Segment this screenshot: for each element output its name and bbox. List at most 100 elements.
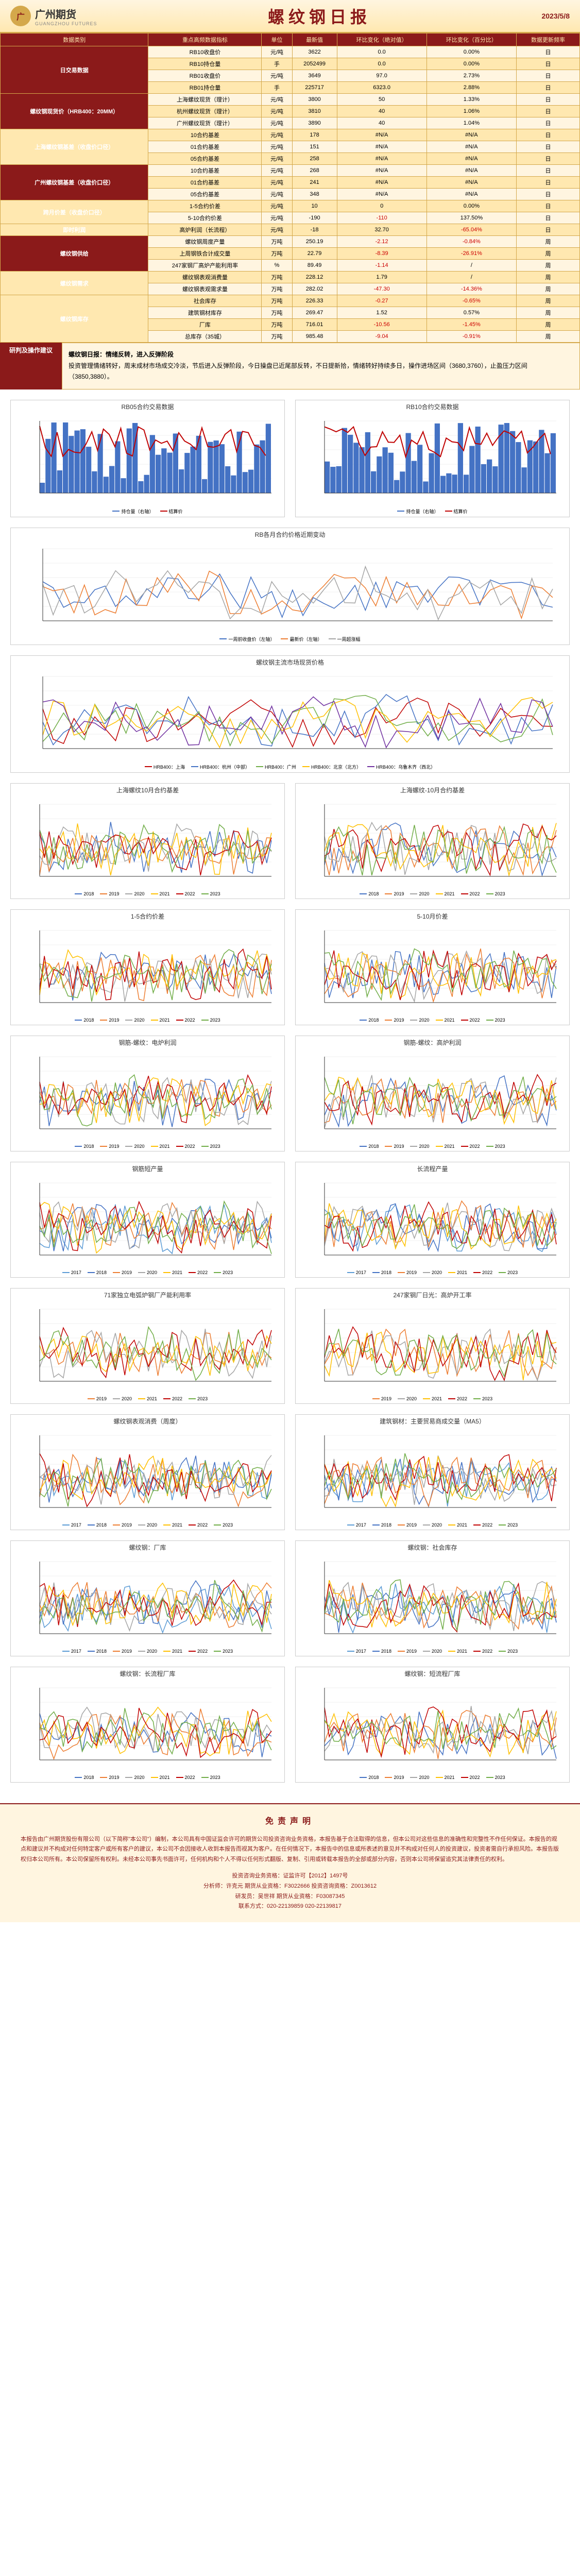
chart-box: 螺纹钢：长流程厂库 201820192020202120222023 [10, 1667, 285, 1783]
legend-item: 2020 [410, 1144, 429, 1149]
legend-label: 2021 [445, 891, 455, 896]
chart-title: 上海螺纹10月合约基差 [11, 784, 284, 796]
chart-row: 螺纹钢表观消费（周度）2017201820192020202120222023建… [10, 1414, 570, 1530]
data-cell: 周 [517, 272, 580, 283]
legend-label: 2020 [406, 1396, 417, 1401]
legend-swatch [191, 766, 198, 767]
disclaimer-box: 免责声明 本报告由广州期货股份有限公司（以下简称"本公司"）编制，本公司具有中国… [0, 1803, 580, 1922]
chart-canvas [11, 1554, 284, 1647]
legend-item: 2021 [163, 1522, 182, 1528]
chart-legend: 2017201820192020202120222023 [296, 1268, 569, 1277]
legend-swatch [423, 1398, 430, 1399]
legend-swatch [486, 893, 493, 894]
chart-row: 1-5合约价差2018201920202021202220235-10月价差20… [10, 909, 570, 1025]
table-row: 跨月价差（收盘价口径）1-5合约价差元/吨1000.00%日 [1, 200, 580, 212]
data-cell: 日 [517, 200, 580, 212]
table-row: 螺纹钢库存社会库存万吨226.33-0.27-0.65%周 [1, 295, 580, 307]
chart-canvas [11, 923, 284, 1015]
chart-title: 长流程产量 [296, 1162, 569, 1175]
legend-item: 2019 [385, 891, 404, 896]
chart-title: 螺纹钢：长流程厂库 [11, 1667, 284, 1680]
legend-item: 2017 [62, 1522, 81, 1528]
table-row: 广州螺纹钢基差（收盘价口径）10合约基差元/吨268#N/A#N/A日 [1, 165, 580, 177]
legend-swatch [360, 893, 367, 894]
legend-swatch [88, 1272, 95, 1273]
legend-label: 2018 [381, 1522, 391, 1528]
legend-item: 2019 [372, 1396, 391, 1401]
data-cell: 元/吨 [262, 117, 292, 129]
legend-item: 2022 [461, 891, 480, 896]
data-cell: 杭州螺纹现货（理计） [148, 106, 262, 117]
legend-label: 2019 [96, 1396, 107, 1401]
legend-label: 2020 [419, 1144, 429, 1149]
legend-label: 2019 [394, 1018, 404, 1023]
legend-swatch [151, 1146, 158, 1147]
data-cell: 元/吨 [262, 189, 292, 200]
data-cell: 建筑钢材库存 [148, 307, 262, 319]
chart-row: 螺纹钢：厂库2017201820192020202120222023螺纹钢：社会… [10, 1540, 570, 1656]
data-cell: 40 [337, 106, 427, 117]
legend-swatch [151, 1020, 158, 1021]
legend-item: 2019 [100, 1018, 119, 1023]
legend-label: 2022 [482, 1270, 492, 1275]
legend-label: 2020 [147, 1270, 157, 1275]
data-cell: -8.39 [337, 248, 427, 260]
data-cell: 258 [292, 153, 337, 165]
data-cell: 10 [292, 200, 337, 212]
legend-label: 2020 [134, 891, 144, 896]
legend-swatch [201, 1020, 209, 1021]
chart-canvas [296, 1428, 569, 1520]
legend-item: 2018 [360, 1018, 379, 1023]
legend-label: 2021 [160, 1775, 170, 1780]
legend-label: 2021 [172, 1270, 182, 1275]
report-date: 2023/5/8 [541, 12, 570, 20]
analyst2-text: 研发员：吴世祥 期货从业资格：F03087345 [21, 1892, 559, 1902]
chart-canvas [11, 541, 569, 634]
legend-swatch [151, 1777, 158, 1778]
legend-item: 2023 [214, 1270, 233, 1275]
chart-canvas [11, 1680, 284, 1773]
data-cell: 50 [337, 94, 427, 106]
legend-item: 2023 [189, 1396, 208, 1401]
data-cell: 周 [517, 319, 580, 331]
legend-swatch [461, 893, 468, 894]
data-cell: 周 [517, 283, 580, 295]
chart-box: 247家钢厂日光：高炉开工率20192020202120222023 [295, 1288, 570, 1404]
data-cell: -14.36% [427, 283, 516, 295]
chart-canvas [11, 1428, 284, 1520]
contact-text: 联系方式：020-22139859 020-22139817 [21, 1902, 559, 1912]
legend-label: 2020 [432, 1522, 442, 1528]
category-cell: 螺纹钢供给 [1, 236, 148, 272]
data-cell: 01合约基差 [148, 141, 262, 153]
legend-item: 2023 [201, 1144, 220, 1149]
legend-swatch [329, 638, 336, 639]
legend-swatch [75, 893, 82, 894]
legend-label: 2022 [482, 1649, 492, 1654]
chart-title: 螺纹钢：厂库 [11, 1541, 284, 1554]
advice-label: 研判及操作建议 [0, 343, 62, 389]
category-cell: 螺纹钢现货价（HRB400：20MM） [1, 94, 148, 129]
chart-row: 71家独立电弧炉钢厂产能利用率20192020202120222023247家钢… [10, 1288, 570, 1404]
legend-item: 2021 [436, 891, 455, 896]
legend-item: 2022 [189, 1270, 208, 1275]
legend-label: 2022 [197, 1270, 208, 1275]
data-cell: 22.79 [292, 248, 337, 260]
legend-swatch [448, 1398, 455, 1399]
chart-row: 钢筋短产量2017201820192020202120222023长流程产量20… [10, 1162, 570, 1278]
chart-legend: 201820192020202120222023 [11, 1773, 284, 1782]
legend-label: 2017 [356, 1270, 366, 1275]
data-cell: 日 [517, 82, 580, 94]
chart-legend: 一周前收盘价（左轴）最新价（左轴）一周超涨幅 [11, 634, 569, 645]
data-cell: 万吨 [262, 331, 292, 343]
legend-label: 2023 [507, 1649, 518, 1654]
data-cell: #N/A [337, 141, 427, 153]
legend-swatch [486, 1777, 493, 1778]
legend-swatch [100, 893, 107, 894]
legend-swatch [410, 1020, 417, 1021]
legend-swatch [385, 893, 392, 894]
legend-label: 2019 [109, 891, 119, 896]
chart-title: 1-5合约价差 [11, 910, 284, 923]
legend-label: 2021 [160, 1018, 170, 1023]
legend-label: 2018 [83, 891, 94, 896]
legend-label: HRB400：上海 [153, 764, 185, 770]
